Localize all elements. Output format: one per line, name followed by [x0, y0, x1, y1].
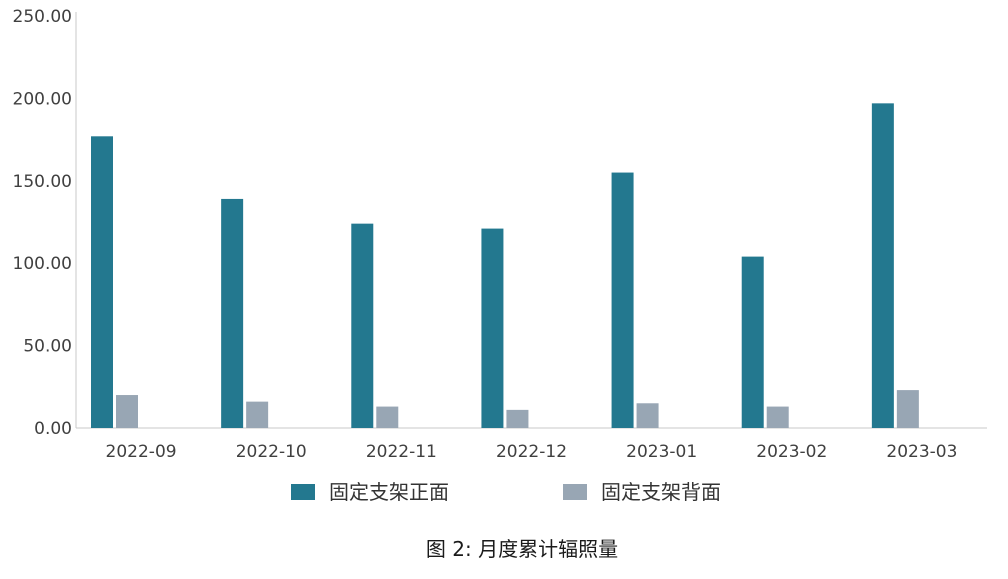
bar-front-2023-03 — [871, 103, 894, 429]
legend-swatch-front — [291, 484, 315, 500]
bar-front-2022-10 — [221, 198, 244, 428]
y-tick-label: 250.00 — [13, 7, 72, 27]
bar-back-2023-03 — [896, 390, 919, 428]
y-tick-label: 100.00 — [13, 254, 72, 274]
legend-swatch-back — [563, 484, 587, 500]
figure-caption: 图 2: 月度累计辐照量 — [426, 537, 618, 561]
bar-back-2023-01 — [636, 403, 659, 428]
bar-back-2022-12 — [506, 409, 529, 428]
bar-back-2022-09 — [116, 395, 138, 428]
y-tick-label: 50.00 — [23, 337, 72, 357]
legend-label-back: 固定支架背面 — [601, 480, 721, 504]
bar-front-2023-02 — [741, 256, 764, 428]
bar-front-2022-09 — [91, 136, 113, 428]
bar-back-2022-11 — [376, 406, 399, 428]
x-tick-label: 2022-12 — [496, 442, 567, 462]
x-tick-label: 2023-03 — [886, 442, 957, 462]
bar-front-2022-12 — [481, 228, 504, 428]
legend: 固定支架正面 固定支架背面 — [291, 480, 721, 504]
y-tick-label: 200.00 — [13, 89, 72, 109]
bars-group — [91, 103, 919, 429]
y-tick-label: 0.00 — [34, 419, 72, 439]
x-tick-label: 2022-11 — [366, 442, 437, 462]
bar-back-2023-02 — [766, 406, 789, 428]
x-tick-label: 2022-10 — [236, 442, 307, 462]
bar-front-2023-01 — [611, 172, 634, 428]
y-tick-label: 150.00 — [13, 172, 72, 192]
x-tick-label: 2023-02 — [756, 442, 827, 462]
bar-back-2022-10 — [246, 401, 269, 428]
x-tick-label: 2023-01 — [626, 442, 697, 462]
x-axis-ticks: 2022-09 2022-10 2022-11 2022-12 2023-01 2023-… — [106, 442, 958, 462]
legend-label-front: 固定支架正面 — [329, 480, 449, 504]
y-axis-ticks: 0.00 50.00 100.00 150.00 200.00 250.00 — [13, 7, 72, 439]
x-tick-label: 2022-09 — [106, 442, 177, 462]
bar-front-2022-11 — [351, 223, 374, 428]
